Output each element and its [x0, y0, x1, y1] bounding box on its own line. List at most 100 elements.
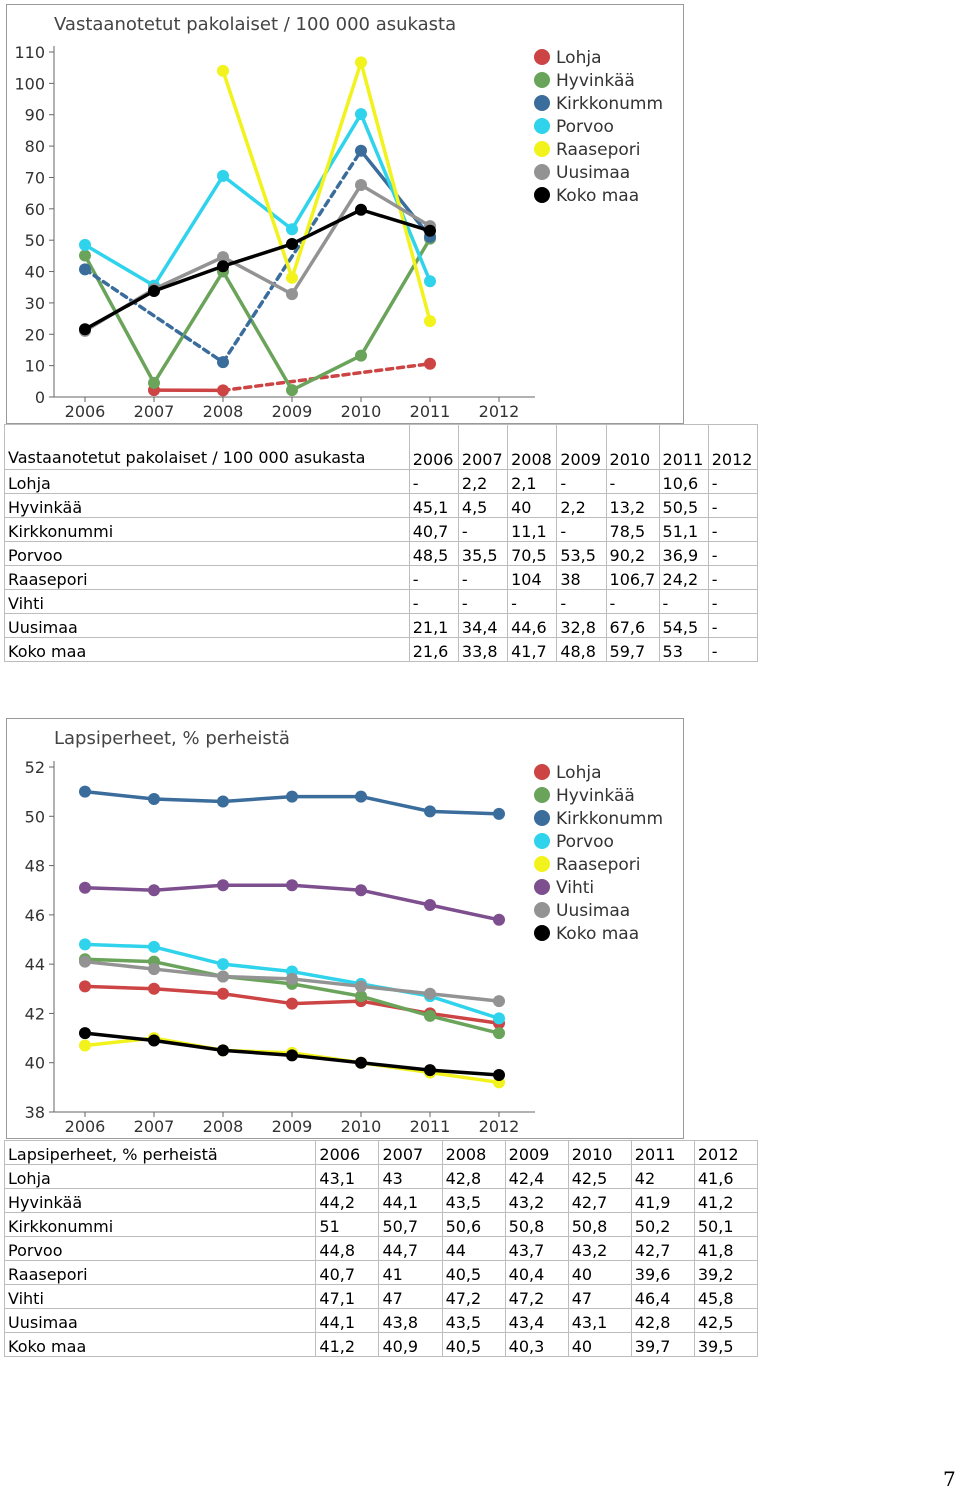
- table-row: Uusimaa 44,1 43,8 43,5 43,4 43,1 42,8 42,5: [3, 1308, 759, 1333]
- value-cell: 35,5: [457, 541, 509, 566]
- data-point: [148, 284, 160, 297]
- value-cell: 43,1: [315, 1164, 380, 1189]
- series-5: [79, 879, 505, 926]
- x-tick-label: 2007: [134, 402, 175, 421]
- data-point: [217, 64, 229, 77]
- value-cell: 43,7: [504, 1236, 569, 1261]
- data-point: [286, 879, 298, 892]
- data-point: [286, 790, 298, 803]
- y-tick-label: 44: [25, 955, 45, 974]
- region-name-cell: Raasepori: [4, 565, 410, 590]
- data-point: [148, 940, 160, 953]
- region-name-cell: Kirkkonummi: [3, 1212, 317, 1237]
- data-point: [286, 223, 298, 236]
- data-point: [424, 899, 436, 911]
- value-cell: 42: [630, 1164, 695, 1189]
- data-point: [286, 972, 298, 985]
- region-name-cell: Hyvinkää: [4, 493, 410, 518]
- data-point: [424, 357, 436, 370]
- legend-label: Kirkkonumm: [556, 94, 663, 114]
- legend-entry: Porvoo: [534, 832, 614, 852]
- data-point: [286, 288, 298, 301]
- region-name-cell: Vihti: [3, 1284, 317, 1309]
- value-cell: -: [556, 517, 607, 542]
- page-number: 7: [943, 1467, 956, 1491]
- value-cell: 40,3: [504, 1332, 569, 1357]
- data-point: [355, 790, 367, 803]
- y-tick-label: 50: [25, 231, 45, 250]
- refugees-chart-svg: Vastaanotetut pakolaiset / 100 000 asuka…: [14, 14, 663, 421]
- region-name-cell: Porvoo: [4, 541, 410, 566]
- value-cell: 104: [507, 565, 558, 590]
- value-cell: 42,4: [504, 1164, 569, 1189]
- series-3: [79, 108, 436, 292]
- value-cell: 2,2: [457, 469, 509, 494]
- value-cell: 32,8: [556, 613, 607, 638]
- legend-label: Porvoo: [556, 832, 614, 852]
- legend-label: Raasepori: [556, 140, 641, 160]
- value-cell: 21,6: [408, 637, 459, 662]
- series-line-segment: [359, 794, 432, 814]
- data-point: [355, 884, 367, 897]
- x-tick-label: 2006: [65, 402, 106, 421]
- value-cell: 44,6: [507, 613, 558, 638]
- table-row: Porvoo 44,8 44,7 44 43,7 43,2 42,7 41,8: [3, 1236, 759, 1261]
- value-cell: 41,9: [630, 1188, 695, 1213]
- y-tick-label: 90: [25, 106, 45, 125]
- year-header-cell: 2012: [707, 424, 759, 470]
- table-row: Uusimaa 21,1 34,4 44,6 32,8 67,6 54,5-: [4, 613, 759, 638]
- year-header-cell: 2007: [378, 1140, 443, 1165]
- x-tick-label: 2012: [479, 1117, 520, 1136]
- series-line-segment: [83, 984, 156, 991]
- value-cell: 90,2: [605, 541, 660, 566]
- value-cell: 51,1: [658, 517, 709, 542]
- data-point: [217, 795, 229, 808]
- value-cell: -: [707, 541, 759, 566]
- series-6: [79, 203, 436, 336]
- y-tick-label: 70: [25, 168, 45, 187]
- data-point: [424, 1064, 436, 1077]
- value-cell: -: [556, 589, 607, 614]
- series-line-segment: [359, 1060, 432, 1072]
- series-line-segment: [83, 957, 156, 964]
- legend-label: Lohja: [556, 48, 602, 68]
- data-point: [148, 376, 160, 389]
- series-line-segment: [83, 959, 156, 971]
- x-tick-label: 2012: [479, 402, 520, 421]
- legend-entry: Koko maa: [534, 924, 639, 944]
- value-cell: 21,1: [408, 613, 459, 638]
- y-tick-label: 30: [25, 294, 45, 313]
- value-cell: -: [707, 469, 759, 494]
- legend-label: Koko maa: [556, 186, 639, 206]
- data-point: [79, 238, 91, 251]
- data-point: [424, 1009, 436, 1022]
- value-cell: 40: [507, 493, 558, 518]
- series-line-segment: [83, 942, 156, 949]
- series-line-segment: [83, 1031, 156, 1043]
- value-cell: -: [707, 517, 759, 542]
- value-cell: 47,2: [441, 1284, 506, 1309]
- legend-label: Kirkkonumm: [556, 809, 663, 829]
- y-tick-label: 110: [14, 43, 45, 62]
- table-row: Vihti 47,1 47 47,2 47,2 47 46,4 45,8: [3, 1284, 759, 1309]
- year-header-cell: 2012: [693, 1140, 759, 1165]
- series-line-segment: [428, 809, 501, 816]
- legend-label: Koko maa: [556, 924, 639, 944]
- legend-entry: Kirkkonumm: [534, 94, 663, 114]
- data-point: [217, 1044, 229, 1057]
- data-point: [493, 913, 505, 926]
- series-7: [79, 1027, 505, 1082]
- series-2: [79, 785, 505, 820]
- series-line-segment: [221, 69, 294, 280]
- value-cell: 11,1: [507, 517, 558, 542]
- data-point: [79, 881, 91, 894]
- legend-marker: [534, 764, 550, 780]
- series-line-segment: [221, 362, 432, 393]
- series-line-segment: [152, 945, 225, 966]
- year-header-cell: 2007: [457, 424, 509, 470]
- year-header-cell: 2010: [605, 424, 660, 470]
- series-line-segment: [359, 183, 432, 228]
- value-cell: 44,1: [378, 1188, 443, 1213]
- y-tick-label: 40: [25, 1054, 45, 1073]
- value-cell: 43,5: [441, 1188, 506, 1213]
